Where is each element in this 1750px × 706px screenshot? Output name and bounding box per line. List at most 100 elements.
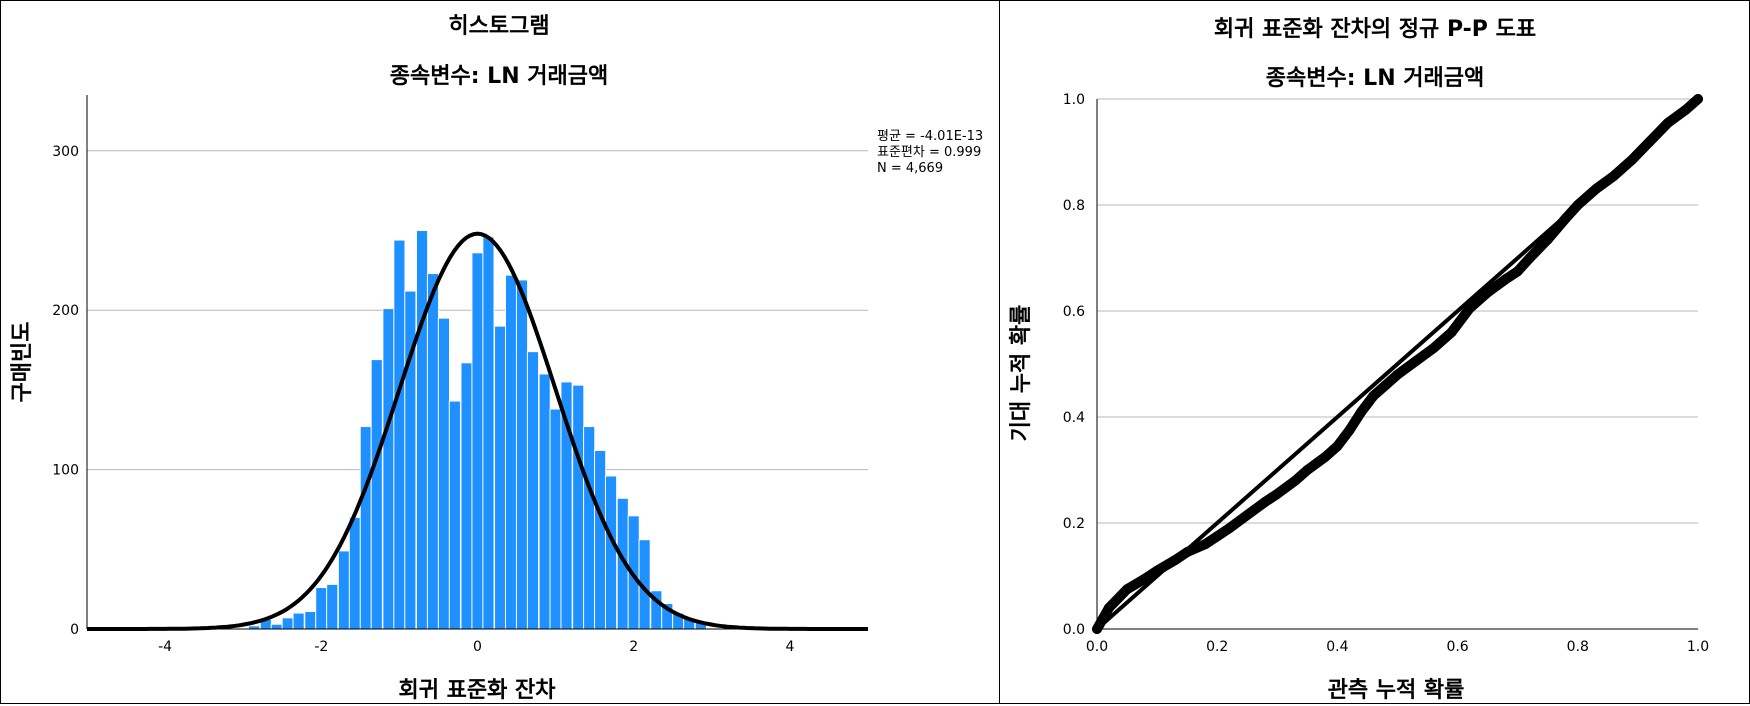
histogram-bar	[448, 400, 461, 630]
pp-series-line	[1092, 94, 1703, 634]
pp-point	[1542, 234, 1553, 245]
stats-annotation: 표준편차 = 0.999	[877, 145, 981, 160]
chart-title: 히스토그램	[448, 14, 549, 39]
pp-point	[1320, 451, 1331, 462]
pp-point	[1644, 136, 1655, 147]
histogram-panel: 히스토그램 종속변수: LN 거래금액 0 100 200 300 -4 -2 0 2 4 회귀 표준…	[0, 0, 1000, 704]
x-tick-label: 0.6	[1446, 639, 1468, 655]
x-axis-title: 회귀 표준화 잔차	[399, 678, 557, 703]
x-tick-label: 4	[785, 639, 794, 655]
histogram-bar	[504, 274, 518, 630]
x-tick-label: 1.0	[1687, 639, 1709, 655]
pp-point	[1446, 327, 1457, 338]
histogram-bar	[460, 362, 473, 630]
chart-subtitle: 종속변수: LN 거래금액	[390, 64, 608, 89]
histogram-bar	[292, 612, 305, 630]
pp-point	[1170, 555, 1181, 566]
pp-point	[1242, 510, 1253, 521]
histogram-bar	[515, 279, 529, 630]
pp-point	[1212, 531, 1223, 542]
histogram-bar	[583, 426, 596, 630]
histogram-bar	[370, 359, 383, 630]
x-tick-label: 0.8	[1567, 639, 1589, 655]
histogram-bar	[415, 229, 429, 630]
pp-point	[1626, 154, 1637, 165]
y-tick-label: 0.4	[1063, 410, 1085, 426]
histogram-bar	[348, 516, 361, 630]
histogram-bar	[471, 252, 484, 630]
stats-annotation: 평균 = -4.01E-13	[877, 129, 983, 144]
y-tick-label: 200	[52, 303, 79, 319]
histogram-bar	[281, 617, 294, 630]
y-axis-title: 구매빈도	[10, 322, 35, 403]
pp-point	[1152, 565, 1163, 576]
histogram-bar	[526, 351, 540, 630]
x-tick-label: 2	[629, 639, 638, 655]
normal-curve	[87, 231, 868, 631]
pp-point	[1500, 274, 1511, 285]
y-tick-label: 0.8	[1063, 198, 1085, 214]
pp-point	[1380, 380, 1391, 391]
histogram-bar	[538, 373, 551, 630]
pp-point	[1693, 94, 1703, 104]
pp-point	[1224, 523, 1235, 534]
x-tick-label: 0.4	[1326, 639, 1348, 655]
y-tick-label: 0.0	[1063, 622, 1085, 638]
histogram-bar	[594, 449, 607, 630]
histogram-bar	[393, 239, 406, 630]
pp-point	[1302, 465, 1313, 475]
histogram-bar	[326, 583, 339, 630]
pp-point	[1482, 287, 1493, 298]
pp-point	[1092, 624, 1102, 634]
x-tick-label: 0	[473, 639, 482, 655]
y-tick-label: 100	[52, 463, 79, 479]
histogram-bar	[482, 236, 495, 630]
histogram-bar	[315, 587, 328, 630]
histogram-bar	[437, 317, 451, 630]
histogram-bar	[494, 325, 507, 630]
y-tick-label: 300	[52, 144, 79, 160]
pp-point	[1560, 213, 1571, 224]
y-tick-label: 1.0	[1063, 92, 1085, 108]
pp-point	[1182, 547, 1193, 558]
histogram-bar	[604, 475, 618, 630]
pp-point	[1524, 253, 1535, 263]
y-tick-label: 0.2	[1063, 516, 1085, 532]
pp-point	[1122, 584, 1133, 595]
pp-point	[1608, 170, 1619, 181]
pp-point	[1512, 266, 1523, 277]
pp-point	[1260, 496, 1271, 507]
histogram-bar	[426, 273, 440, 630]
pp-point	[1368, 390, 1379, 401]
x-tick-label: 0.2	[1206, 639, 1228, 655]
pp-point	[1104, 602, 1115, 613]
pp-point	[1464, 303, 1475, 314]
histogram-bar	[304, 610, 317, 630]
pp-point	[1200, 539, 1211, 550]
y-tick-label: 0	[70, 622, 79, 638]
pp-point	[1428, 343, 1439, 354]
histogram-bar	[359, 426, 372, 630]
pp-point	[1272, 488, 1283, 499]
chart-subtitle: 종속변수: LN 거래금액	[1266, 66, 1484, 91]
pp-point	[1392, 369, 1403, 380]
histogram-bar	[337, 550, 351, 630]
x-tick-label: 0.0	[1086, 639, 1108, 655]
pp-point	[1680, 104, 1691, 115]
pp-point	[1356, 406, 1367, 417]
chart-title: 회귀 표준화 잔차의 정규 P-P 도표	[1214, 17, 1536, 42]
pp-point	[1590, 184, 1601, 195]
pp-point	[1572, 200, 1583, 210]
y-tick-label: 0.6	[1063, 304, 1085, 320]
histogram-bar	[270, 623, 283, 630]
pp-point	[1332, 441, 1343, 452]
stats-annotation: N = 4,669	[877, 161, 943, 176]
histogram-bar	[382, 308, 395, 630]
pp-point	[1344, 425, 1355, 436]
histogram-bar	[572, 384, 585, 630]
pp-point	[1662, 117, 1673, 128]
y-axis-title: 기대 누적 확률	[1009, 305, 1034, 442]
